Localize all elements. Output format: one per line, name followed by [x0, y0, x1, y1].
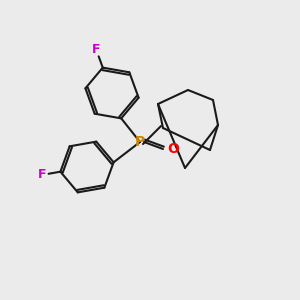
Text: F: F [92, 43, 100, 56]
Text: F: F [38, 169, 46, 182]
Text: O: O [167, 142, 179, 156]
Text: P: P [135, 135, 145, 149]
